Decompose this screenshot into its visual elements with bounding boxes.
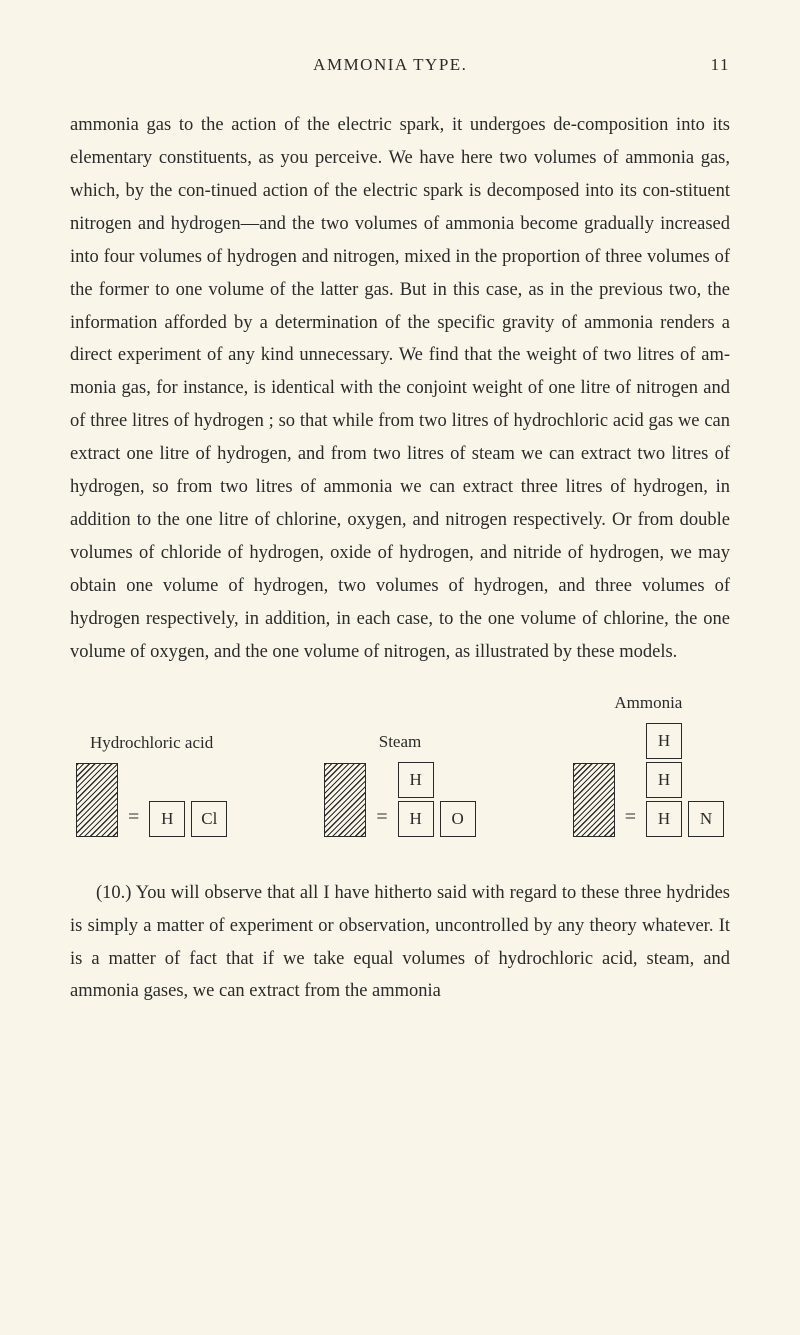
equals-sign: = — [372, 806, 391, 837]
paragraph-2: (10.) You will observe that all I have h… — [70, 877, 730, 1009]
hatched-block — [324, 763, 366, 837]
paragraph-1: ammonia gas to the action of the electri… — [70, 109, 730, 669]
box-h: H — [646, 801, 682, 837]
equals-sign: = — [621, 806, 640, 837]
hatched-block — [76, 763, 118, 837]
box-h: H — [398, 762, 434, 798]
box-h: H — [149, 801, 185, 837]
box-cl: Cl — [191, 801, 227, 837]
page-number: 11 — [711, 55, 730, 75]
box-h: H — [646, 723, 682, 759]
model-steam: Steam = H H O — [324, 732, 475, 837]
label-ammonia: Ammonia — [614, 693, 682, 713]
label-steam: Steam — [379, 732, 422, 752]
equals-sign: = — [124, 806, 143, 837]
box-h: H — [398, 801, 434, 837]
models-row: Hydrochloric acid = H Cl Steam = H H O A… — [70, 693, 730, 837]
label-hcl: Hydrochloric acid — [90, 733, 213, 753]
box-h: H — [646, 762, 682, 798]
hatched-block — [573, 763, 615, 837]
box-n: N — [688, 801, 724, 837]
model-hcl: Hydrochloric acid = H Cl — [76, 733, 227, 837]
running-title: AMMONIA TYPE. — [313, 55, 467, 75]
box-o: O — [440, 801, 476, 837]
model-ammonia: Ammonia = H H H N — [573, 693, 724, 837]
page-header: AMMONIA TYPE. 11 — [70, 55, 730, 75]
